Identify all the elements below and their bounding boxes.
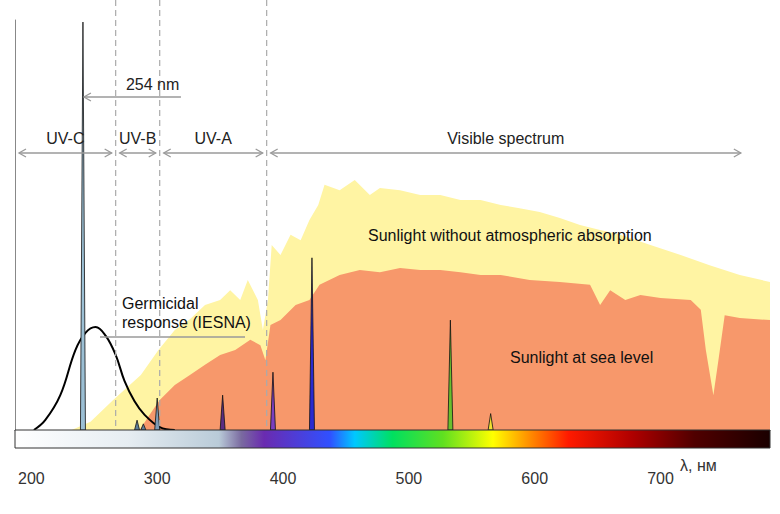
svg-text:700: 700 [647, 470, 674, 487]
svg-text:500: 500 [396, 470, 423, 487]
svg-text:Sunlight at sea level: Sunlight at sea level [510, 349, 653, 366]
svg-text:254 nm: 254 nm [126, 76, 179, 93]
svg-text:UV-B: UV-B [119, 130, 156, 147]
svg-text:600: 600 [521, 470, 548, 487]
svg-text:Germicidal: Germicidal [122, 295, 198, 312]
svg-text:400: 400 [270, 470, 297, 487]
svg-text:UV-C: UV-C [46, 130, 84, 147]
svg-text:λ, нм: λ, нм [680, 457, 717, 474]
svg-text:UV-A: UV-A [195, 130, 233, 147]
svg-text:300: 300 [144, 470, 171, 487]
svg-text:response (IESNA): response (IESNA) [122, 314, 251, 331]
svg-text:Visible spectrum: Visible spectrum [447, 130, 564, 147]
svg-text:200: 200 [18, 470, 45, 487]
svg-text:Sunlight without atmospheric a: Sunlight without atmospheric absorption [368, 227, 652, 244]
